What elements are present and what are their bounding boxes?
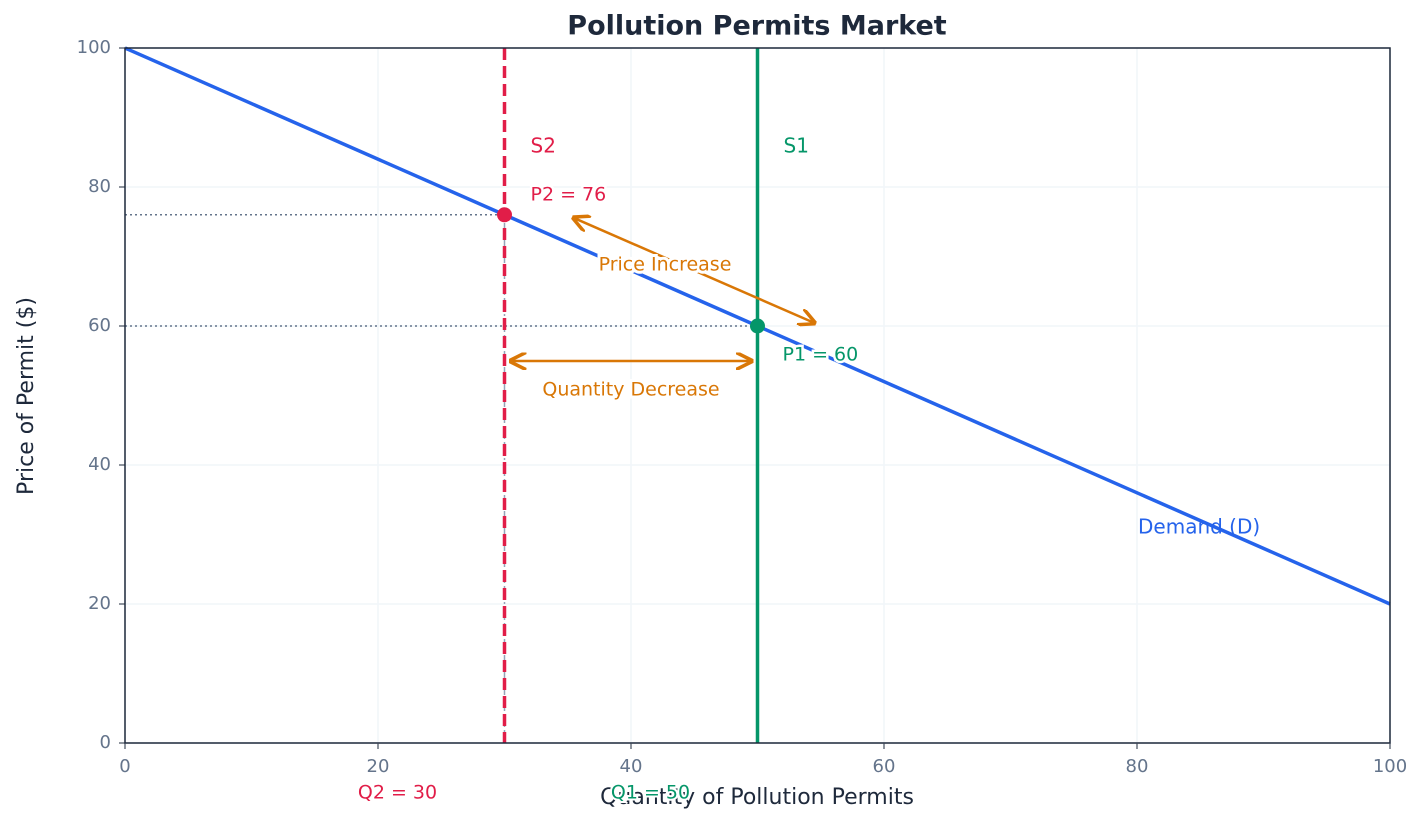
price-label: P1 = 60 <box>783 344 859 366</box>
y-tick-label: 40 <box>88 454 111 475</box>
price-label: P2 = 76 <box>531 183 607 205</box>
x-tick-label: 20 <box>367 756 390 777</box>
y-axis-label: Price of Permit ($) <box>14 297 39 495</box>
supply-label: S1 <box>784 134 809 158</box>
y-tick-label: 80 <box>88 176 111 197</box>
supply-label: S2 <box>531 134 556 158</box>
y-tick-label: 100 <box>77 37 111 58</box>
x-tick-label: 40 <box>620 756 643 777</box>
annotation: Price Increase <box>599 254 732 276</box>
plot-frame <box>124 47 1391 744</box>
x-tick-label: 100 <box>1373 756 1407 777</box>
x-axis-label: Quantity of Pollution Permits <box>600 785 914 810</box>
chart-title: Pollution Permits Market <box>567 11 947 42</box>
annotation: Quantity Decrease <box>542 379 719 401</box>
demand-label: Demand (D) <box>1138 515 1260 539</box>
x-tick-label: 60 <box>873 756 896 777</box>
y-tick-label: 0 <box>100 732 111 753</box>
price-arrow <box>574 218 815 323</box>
equilibrium-point <box>750 318 765 334</box>
y-tick-label: 60 <box>88 315 111 336</box>
quantity-label: Q2 = 30 <box>358 782 437 804</box>
quantity-label: Q1 = 50 <box>611 782 690 804</box>
x-tick-label: 0 <box>119 756 130 777</box>
y-tick-label: 20 <box>88 593 111 614</box>
equilibrium-point <box>497 207 512 223</box>
x-tick-label: 80 <box>1126 756 1149 777</box>
